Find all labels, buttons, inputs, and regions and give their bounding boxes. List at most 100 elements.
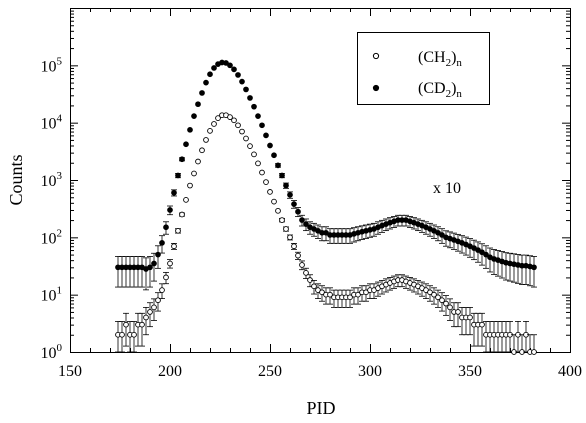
legend-box bbox=[357, 32, 490, 105]
data-point-cd2 bbox=[159, 240, 165, 246]
data-point-ch2 bbox=[295, 252, 301, 259]
data-point-ch2 bbox=[243, 135, 249, 142]
data-point-ch2 bbox=[203, 137, 209, 143]
data-point-cd2 bbox=[247, 95, 253, 101]
data-point-cd2 bbox=[227, 62, 233, 69]
data-point-ch2 bbox=[215, 115, 221, 121]
data-point-cd2 bbox=[235, 72, 241, 78]
data-point-ch2 bbox=[231, 117, 237, 124]
data-point-cd2 bbox=[303, 221, 309, 227]
data-point-ch2 bbox=[347, 294, 353, 301]
x-tick-label: 150 bbox=[58, 363, 82, 380]
data-point-ch2 bbox=[183, 197, 189, 203]
data-point-ch2 bbox=[263, 179, 269, 185]
data-point-ch2 bbox=[163, 274, 169, 281]
data-point-cd2 bbox=[271, 152, 277, 159]
x-axis-title: PID bbox=[306, 398, 335, 418]
data-point-ch2 bbox=[271, 198, 277, 205]
data-point-cd2 bbox=[207, 71, 213, 78]
data-point-ch2 bbox=[447, 304, 453, 311]
data-point-ch2 bbox=[259, 169, 265, 176]
data-point-cd2 bbox=[223, 60, 229, 66]
annotation-x10: x 10 bbox=[433, 180, 461, 197]
data-point-cd2 bbox=[243, 86, 249, 93]
data-point-ch2 bbox=[355, 291, 361, 298]
data-point-ch2 bbox=[147, 309, 153, 315]
data-point-ch2 bbox=[427, 289, 433, 296]
data-point-ch2 bbox=[175, 227, 181, 234]
data-point-cd2 bbox=[187, 126, 193, 133]
data-point-ch2 bbox=[195, 158, 201, 165]
data-point-cd2 bbox=[251, 103, 257, 110]
y-tick-label: 103 bbox=[41, 170, 63, 190]
legend-label-cd2: (CD2)n bbox=[418, 80, 462, 100]
data-point-ch2 bbox=[479, 321, 485, 328]
data-point-ch2 bbox=[255, 160, 261, 167]
data-point-ch2 bbox=[455, 309, 461, 315]
data-point-cd2 bbox=[531, 264, 537, 271]
data-point-ch2 bbox=[283, 226, 289, 232]
data-point-ch2 bbox=[299, 262, 305, 268]
y-tick-label: 104 bbox=[41, 113, 63, 133]
legend: (CH2)n (CD2)n bbox=[357, 32, 490, 105]
data-point-ch2 bbox=[187, 182, 193, 189]
data-point-ch2 bbox=[199, 147, 205, 154]
data-point-ch2 bbox=[159, 287, 165, 293]
data-point-cd2 bbox=[167, 207, 173, 213]
legend-label-ch2: (CH2)n bbox=[418, 49, 462, 69]
data-point-ch2 bbox=[143, 314, 149, 321]
data-point-cd2 bbox=[179, 156, 185, 163]
data-point-ch2 bbox=[119, 331, 125, 338]
data-point-ch2 bbox=[267, 189, 273, 195]
legend-marker-cd2 bbox=[372, 84, 380, 92]
data-point-cd2 bbox=[195, 101, 201, 108]
data-point-ch2 bbox=[151, 304, 157, 311]
data-point-cd2 bbox=[191, 113, 197, 119]
data-point-cd2 bbox=[267, 142, 273, 149]
data-point-cd2 bbox=[279, 172, 285, 179]
data-point-ch2 bbox=[155, 297, 161, 304]
data-point-cd2 bbox=[263, 132, 269, 139]
data-point-cd2 bbox=[163, 224, 169, 231]
data-point-cd2 bbox=[287, 192, 293, 198]
data-point-ch2 bbox=[439, 297, 445, 304]
data-point-ch2 bbox=[167, 260, 173, 267]
data-point-ch2 bbox=[291, 243, 297, 250]
data-point-cd2 bbox=[171, 189, 177, 196]
data-point-ch2 bbox=[435, 294, 441, 301]
data-point-ch2 bbox=[131, 331, 137, 338]
points-layer bbox=[115, 59, 537, 355]
data-point-ch2 bbox=[191, 170, 197, 177]
data-point-ch2 bbox=[327, 291, 333, 298]
data-point-ch2 bbox=[239, 128, 245, 135]
data-point-ch2 bbox=[275, 207, 281, 214]
data-point-cd2 bbox=[151, 260, 157, 267]
data-point-ch2 bbox=[211, 121, 217, 127]
x-tick-label: 200 bbox=[158, 363, 182, 380]
data-point-cd2 bbox=[283, 182, 289, 189]
data-point-ch2 bbox=[251, 151, 257, 158]
series-cd2 bbox=[115, 59, 537, 291]
data-point-ch2 bbox=[287, 234, 293, 241]
data-point-ch2 bbox=[139, 321, 145, 328]
y-axis-title: Counts bbox=[6, 154, 26, 205]
y-tick-label: 100 bbox=[41, 342, 63, 362]
data-point-cd2 bbox=[239, 78, 245, 85]
data-point-ch2 bbox=[207, 127, 213, 134]
data-point-cd2 bbox=[255, 113, 261, 119]
data-point-cd2 bbox=[203, 79, 209, 86]
data-point-cd2 bbox=[291, 201, 297, 207]
data-point-cd2 bbox=[147, 264, 153, 271]
legend-marker-ch2 bbox=[372, 52, 380, 60]
data-point-cd2 bbox=[175, 172, 181, 179]
y-tick-label: 101 bbox=[41, 285, 63, 305]
data-point-cd2 bbox=[295, 208, 301, 215]
data-point-ch2 bbox=[443, 300, 449, 307]
data-point-cd2 bbox=[275, 162, 281, 169]
data-point-ch2 bbox=[431, 291, 437, 298]
data-point-ch2 bbox=[279, 217, 285, 223]
data-point-ch2 bbox=[235, 122, 241, 129]
data-point-ch2 bbox=[179, 211, 185, 218]
data-point-ch2 bbox=[319, 289, 325, 296]
